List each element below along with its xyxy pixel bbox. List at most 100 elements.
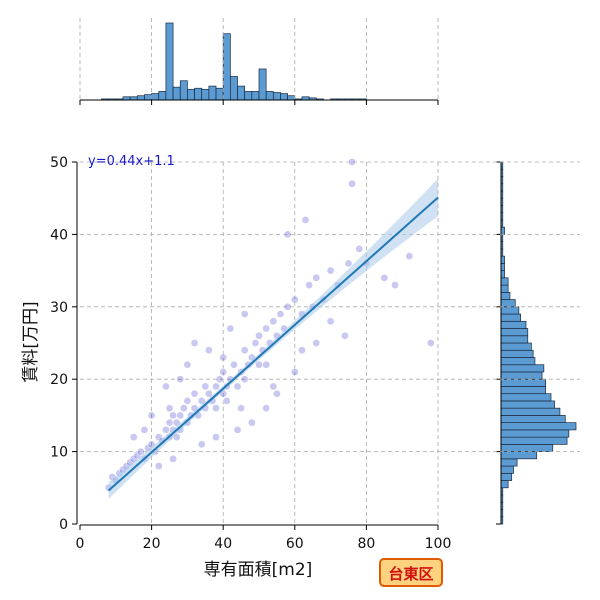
top-histogram-bar	[158, 91, 167, 101]
right-histogram-bar	[500, 444, 554, 452]
scatter-point	[219, 353, 228, 362]
regression-line-group	[107, 178, 439, 499]
scatter-point	[212, 404, 220, 413]
right-histogram-bar	[500, 342, 532, 351]
scatter-point	[162, 382, 170, 391]
right-histogram-bar	[500, 451, 538, 460]
top-histogram-bar	[201, 88, 210, 101]
top-histogram-bar	[251, 91, 260, 101]
top-histogram-bar	[244, 91, 253, 101]
top-histogram-bar	[265, 91, 274, 101]
scatter-point	[283, 302, 292, 311]
scatter-points	[104, 158, 435, 492]
region-badge: 台東区	[379, 558, 443, 587]
scatter-point	[301, 216, 310, 224]
scatter-point	[233, 426, 242, 434]
scatter-point	[255, 360, 263, 369]
scatter-point	[190, 339, 199, 347]
scatter-point	[348, 158, 356, 166]
top-histogram-bar	[179, 80, 188, 101]
scatter-point	[162, 426, 170, 434]
right-histogram-bar	[500, 378, 546, 387]
top-histogram-bar	[272, 92, 281, 101]
scatter-point	[205, 389, 213, 398]
top-histogram-bar	[230, 76, 238, 101]
right-histogram-bar	[500, 255, 505, 264]
scatter-point	[247, 418, 256, 427]
scatter-point	[237, 404, 245, 413]
top-histogram-bar	[194, 87, 203, 101]
scatter-point	[240, 346, 249, 355]
x-tick-label: 40	[214, 536, 232, 552]
y-tick-label: 50	[50, 155, 68, 171]
scatter-point	[312, 273, 321, 282]
right-histogram-bar	[500, 284, 509, 293]
scatter-point	[298, 346, 306, 355]
scatter-point	[251, 339, 260, 347]
right-histogram-bar	[500, 349, 534, 358]
top-histogram-bar	[222, 33, 231, 101]
right-histogram-bar	[500, 480, 509, 489]
right-histogram-bar	[500, 226, 505, 235]
scatter-point	[355, 245, 364, 253]
y-tick-label: 10	[50, 445, 68, 461]
top-histogram-bar	[208, 85, 217, 101]
right-histogram-bar	[500, 407, 561, 416]
y-tick-label: 40	[50, 227, 68, 243]
scatter-point	[205, 346, 213, 355]
right-histogram-bar	[500, 422, 577, 431]
scatter-point	[391, 281, 399, 289]
top-marginal-histogram	[79, 22, 439, 105]
top-histogram-bar	[144, 94, 152, 101]
right-histogram-bar	[500, 306, 520, 315]
right-histogram-bar	[500, 400, 555, 409]
top-histogram-bar	[136, 95, 145, 101]
right-histogram-bar	[500, 299, 516, 308]
right-histogram-bar	[500, 415, 566, 423]
x-tick-label: 60	[286, 536, 304, 552]
x-tick-label: 80	[357, 536, 375, 552]
scatter-point	[426, 339, 435, 347]
scatter-point	[233, 382, 242, 391]
region-badge-box	[379, 558, 443, 587]
x-tick-label: 20	[143, 536, 161, 552]
right-histogram-bar	[500, 472, 513, 481]
scatter-point	[348, 179, 356, 188]
scatter-point	[269, 382, 278, 391]
top-histogram-bar	[215, 87, 224, 101]
scatter-point	[276, 310, 285, 318]
confidence-band	[108, 178, 438, 499]
right-histogram-bar	[500, 263, 505, 271]
right-histogram-bar	[500, 386, 546, 395]
scatter-point	[165, 404, 174, 413]
right-histogram-bar	[500, 465, 514, 474]
right-histogram-bar	[500, 429, 570, 438]
right-histogram-bar	[500, 270, 505, 279]
right-histogram-bar	[500, 458, 518, 467]
region-badge-label: 台東区	[388, 565, 433, 583]
scatter-point	[290, 295, 299, 304]
scatter-point	[230, 360, 238, 369]
x-tick-label: 100	[425, 536, 452, 552]
scatter-point	[169, 454, 177, 463]
scatter-point	[305, 281, 313, 289]
scatter-point	[240, 310, 249, 318]
main-axes: 0 20 40 60 80 100 0 10 20 30 40 50	[50, 155, 451, 552]
scatter-point	[262, 360, 271, 369]
scatter-point	[147, 411, 156, 420]
top-histogram-bar	[165, 22, 174, 101]
scatter-point	[255, 331, 263, 340]
scatter-point	[269, 317, 278, 326]
top-histogram-bar	[172, 86, 181, 101]
scatter-point	[262, 404, 271, 413]
top-histogram-bar	[237, 85, 246, 101]
right-histogram-bar	[500, 328, 529, 337]
right-histogram-bar	[500, 393, 552, 402]
scatter-point	[197, 440, 206, 449]
top-histogram-bar	[287, 95, 296, 101]
scatter-point	[190, 389, 199, 398]
scatter-point	[179, 404, 188, 413]
scatter-point	[137, 447, 145, 456]
right-histogram-bar	[500, 371, 543, 380]
scatter-point	[262, 324, 271, 333]
